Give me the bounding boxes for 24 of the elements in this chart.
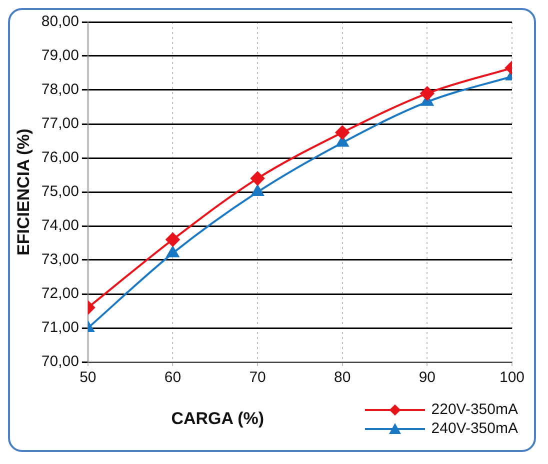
point [250, 171, 265, 186]
x-axis-title: CARGA (%) [170, 409, 266, 429]
y-axis-title: EFICIENCIA (%) [14, 128, 33, 256]
x-tick-label: 70 [249, 369, 266, 386]
legend-label: 220V-350mA [431, 401, 518, 418]
y-tick-label: 74,00 [41, 217, 79, 234]
point [251, 185, 264, 196]
y-tick-label: 78,00 [41, 81, 79, 98]
x-tick-label: 50 [80, 369, 96, 386]
y-tick-label: 70,00 [41, 353, 79, 370]
y-tick-label: 73,00 [41, 251, 79, 268]
x-tick-label: 60 [164, 369, 182, 386]
y-tick-label: 72,00 [41, 285, 79, 302]
x-tick-label: 90 [418, 369, 436, 386]
y-tick-label: 76,00 [41, 149, 79, 166]
y-tick-label: 75,00 [41, 183, 79, 200]
x-tick-label: 100 [499, 369, 525, 386]
y-tick-label: 79,00 [41, 47, 79, 64]
y-tick-label: 80,00 [41, 13, 79, 30]
y-tick-label: 71,00 [41, 319, 79, 336]
point [335, 126, 350, 140]
y-tick-label: 77,00 [41, 115, 79, 132]
x-tick-label: 80 [334, 369, 351, 386]
legend-label: 240V-350mA [431, 420, 518, 437]
